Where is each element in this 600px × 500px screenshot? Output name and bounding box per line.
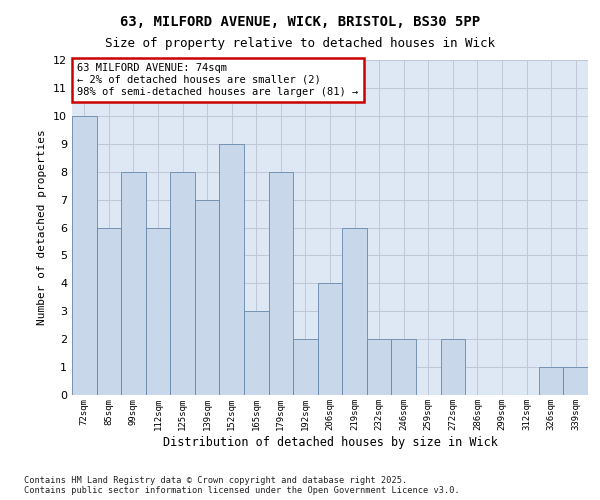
Bar bbox=[563, 367, 588, 395]
Bar bbox=[121, 172, 146, 395]
Bar bbox=[342, 228, 367, 395]
Bar bbox=[244, 311, 269, 395]
Bar bbox=[293, 339, 318, 395]
Text: Contains HM Land Registry data © Crown copyright and database right 2025.
Contai: Contains HM Land Registry data © Crown c… bbox=[24, 476, 460, 495]
X-axis label: Distribution of detached houses by size in Wick: Distribution of detached houses by size … bbox=[163, 436, 497, 448]
Text: 63, MILFORD AVENUE, WICK, BRISTOL, BS30 5PP: 63, MILFORD AVENUE, WICK, BRISTOL, BS30 … bbox=[120, 15, 480, 29]
Text: 63 MILFORD AVENUE: 74sqm
← 2% of detached houses are smaller (2)
98% of semi-det: 63 MILFORD AVENUE: 74sqm ← 2% of detache… bbox=[77, 64, 358, 96]
Bar bbox=[318, 284, 342, 395]
Bar bbox=[220, 144, 244, 395]
Y-axis label: Number of detached properties: Number of detached properties bbox=[37, 130, 47, 326]
Bar bbox=[440, 339, 465, 395]
Bar bbox=[146, 228, 170, 395]
Bar bbox=[72, 116, 97, 395]
Bar bbox=[269, 172, 293, 395]
Bar bbox=[195, 200, 220, 395]
Bar bbox=[367, 339, 391, 395]
Bar bbox=[539, 367, 563, 395]
Bar bbox=[170, 172, 195, 395]
Text: Size of property relative to detached houses in Wick: Size of property relative to detached ho… bbox=[105, 38, 495, 51]
Bar bbox=[97, 228, 121, 395]
Bar bbox=[391, 339, 416, 395]
